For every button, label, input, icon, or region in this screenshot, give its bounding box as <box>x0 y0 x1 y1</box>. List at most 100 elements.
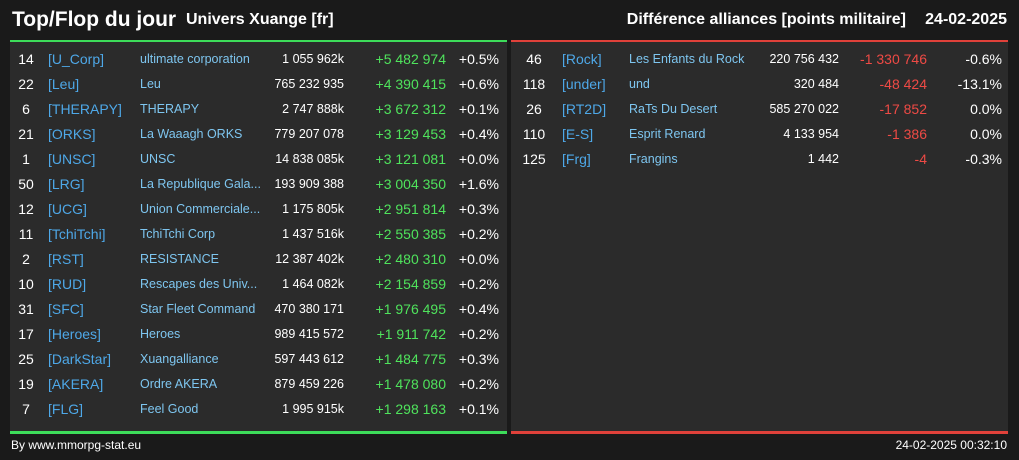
alliance-tag-link[interactable]: [Leu] <box>48 76 80 92</box>
points-difference: -48 424 <box>879 76 927 92</box>
alliance-points: 193 909 388 <box>274 177 344 191</box>
table-row: 125 [Frg] Frangins 1 442 -4 -0.3% <box>511 147 1008 172</box>
alliance-points: 1 175 805k <box>282 202 344 216</box>
alliance-tag-link[interactable]: [U_Corp] <box>48 51 105 67</box>
alliance-name-link[interactable]: Les Enfants du Rock <box>629 52 745 66</box>
percent-change: +0.2% <box>458 276 499 292</box>
alliance-name-link[interactable]: ultimate corporation <box>140 52 250 66</box>
alliance-name-link[interactable]: La Republique Gala... <box>140 177 261 191</box>
percent-change: +0.5% <box>458 51 499 67</box>
table-row: 22 [Leu] Leu 765 232 935 +4 390 415 +0.6% <box>10 72 507 97</box>
alliance-tag-link[interactable]: [ORKS] <box>48 126 96 142</box>
table-row: 14 [U_Corp] ultimate corporation 1 055 962k… <box>10 47 507 72</box>
points-difference: +5 482 974 <box>375 51 446 67</box>
alliance-name-link[interactable]: Frangins <box>629 152 678 166</box>
table-row: 21 [ORKS] La Waaagh ORKS 779 207 078 +3 129 … <box>10 122 507 147</box>
alliance-tag-link[interactable]: [RST] <box>48 251 84 267</box>
alliance-points: 1 055 962k <box>282 52 344 66</box>
alliance-tag-link[interactable]: [UCG] <box>48 201 87 217</box>
alliance-rank: 7 <box>22 401 30 417</box>
percent-change: +0.0% <box>458 151 499 167</box>
alliance-tag-link[interactable]: [SFC] <box>48 301 84 317</box>
alliance-name-link[interactable]: TchiTchi Corp <box>140 227 216 241</box>
points-difference: +2 951 814 <box>375 201 446 217</box>
footer-credit[interactable]: By www.mmorpg-stat.eu <box>11 438 142 452</box>
table-row: 19 [AKERA] Ordre AKERA 879 459 226 +1 478 08… <box>10 372 507 397</box>
alliance-tag-link[interactable]: [RT2D] <box>562 101 607 117</box>
report-title: Différence alliances [points militaire] <box>626 11 906 28</box>
table-row: 2 [RST] RESISTANCE 12 387 402k +2 480 310 +0.… <box>10 247 507 272</box>
alliance-tag-link[interactable]: [AKERA] <box>48 376 104 392</box>
alliance-points: 1 464 082k <box>282 277 344 291</box>
percent-change: +1.6% <box>458 176 499 192</box>
alliance-tag-link[interactable]: [E-S] <box>562 126 594 142</box>
percent-change: -0.6% <box>965 51 1002 67</box>
alliance-rank: 118 <box>522 76 546 92</box>
alliance-rank: 2 <box>22 251 30 267</box>
alliance-points: 765 232 935 <box>274 77 344 91</box>
report-date: 24-02-2025 <box>925 11 1007 28</box>
percent-change: -13.1% <box>957 76 1002 92</box>
points-difference: -1 330 746 <box>860 51 927 67</box>
alliance-tag-link[interactable]: [THERAPY] <box>48 101 122 117</box>
points-difference: +2 154 859 <box>375 276 446 292</box>
alliance-name-link[interactable]: Ordre AKERA <box>140 377 218 391</box>
alliance-tag-link[interactable]: [DarkStar] <box>48 351 112 367</box>
alliance-name-link[interactable]: Xuangalliance <box>140 352 219 366</box>
alliance-points: 597 443 612 <box>274 352 344 366</box>
percent-change: 0.0% <box>970 126 1002 142</box>
alliance-name-link[interactable]: UNSC <box>140 152 176 166</box>
alliance-name-link[interactable]: RaTs Du Desert <box>629 102 718 116</box>
points-difference: +1 976 495 <box>375 301 446 317</box>
table-row: 110 [E-S] Esprit Renard 4 133 954 -1 386 0.0% <box>511 122 1008 147</box>
alliance-points: 989 415 572 <box>274 327 344 341</box>
alliance-points: 470 380 171 <box>274 302 344 316</box>
alliance-name-link[interactable]: RESISTANCE <box>140 252 219 266</box>
table-row: 10 [RUD] Rescapes des Univ... 1 464 082k +2 … <box>10 272 507 297</box>
alliance-name-link[interactable]: La Waaagh ORKS <box>140 127 243 141</box>
table-row: 118 [under] und 320 484 -48 424 -13.1% <box>511 72 1008 97</box>
alliance-tag-link[interactable]: [under] <box>562 76 606 92</box>
points-difference: +1 911 742 <box>376 326 446 342</box>
alliance-points: 320 484 <box>793 77 839 91</box>
alliance-name-link[interactable]: Rescapes des Univ... <box>140 277 258 291</box>
table-row: 7 [FLG] Feel Good 1 995 915k +1 298 163 +0.1% <box>10 397 507 422</box>
alliance-points: 2 747 888k <box>282 102 344 116</box>
alliance-points: 585 270 022 <box>769 102 839 116</box>
alliance-rank: 17 <box>18 326 34 342</box>
alliance-rank: 125 <box>522 151 546 167</box>
alliance-points: 14 838 085k <box>275 152 344 166</box>
alliance-name-link[interactable]: Feel Good <box>140 402 199 416</box>
page-title: Top/Flop du jour <box>12 8 177 31</box>
points-difference: +3 129 453 <box>375 126 446 142</box>
alliance-tag-link[interactable]: [TchiTchi] <box>48 226 106 242</box>
alliance-name-link[interactable]: Star Fleet Command <box>140 302 256 316</box>
alliance-tag-link[interactable]: [RUD] <box>48 276 87 292</box>
footer-timestamp: 24-02-2025 00:32:10 <box>895 438 1007 452</box>
alliance-points: 4 133 954 <box>783 127 839 141</box>
points-difference: -1 386 <box>887 126 927 142</box>
alliance-points: 220 756 432 <box>769 52 839 66</box>
flop-alliances-panel: 46 [Rock] Les Enfants du Rock 220 756 432 -1… <box>511 40 1008 434</box>
alliance-tag-link[interactable]: [Heroes] <box>48 326 101 342</box>
alliance-name-link[interactable]: und <box>629 77 650 91</box>
alliance-name-link[interactable]: THERAPY <box>140 102 200 116</box>
percent-change: +0.1% <box>458 101 499 117</box>
points-difference: -17 852 <box>879 101 927 117</box>
table-row: 26 [RT2D] RaTs Du Desert 585 270 022 -17 852… <box>511 97 1008 122</box>
alliance-name-link[interactable]: Union Commerciale... <box>140 202 261 216</box>
alliance-name-link[interactable]: Leu <box>140 77 161 91</box>
points-difference: +3 004 350 <box>375 176 446 192</box>
alliance-name-link[interactable]: Esprit Renard <box>629 127 706 141</box>
alliance-tag-link[interactable]: [FLG] <box>48 401 84 417</box>
alliance-name-link[interactable]: Heroes <box>140 327 181 341</box>
percent-change: +0.4% <box>458 126 499 142</box>
alliance-tag-link[interactable]: [Frg] <box>562 151 591 167</box>
points-difference: +1 484 775 <box>375 351 446 367</box>
alliance-rank: 31 <box>18 301 34 317</box>
alliance-tag-link[interactable]: [Rock] <box>562 51 602 67</box>
alliance-tag-link[interactable]: [UNSC] <box>48 151 96 167</box>
alliance-tag-link[interactable]: [LRG] <box>48 176 85 192</box>
points-difference: +1 298 163 <box>375 401 446 417</box>
alliance-rank: 12 <box>18 201 34 217</box>
